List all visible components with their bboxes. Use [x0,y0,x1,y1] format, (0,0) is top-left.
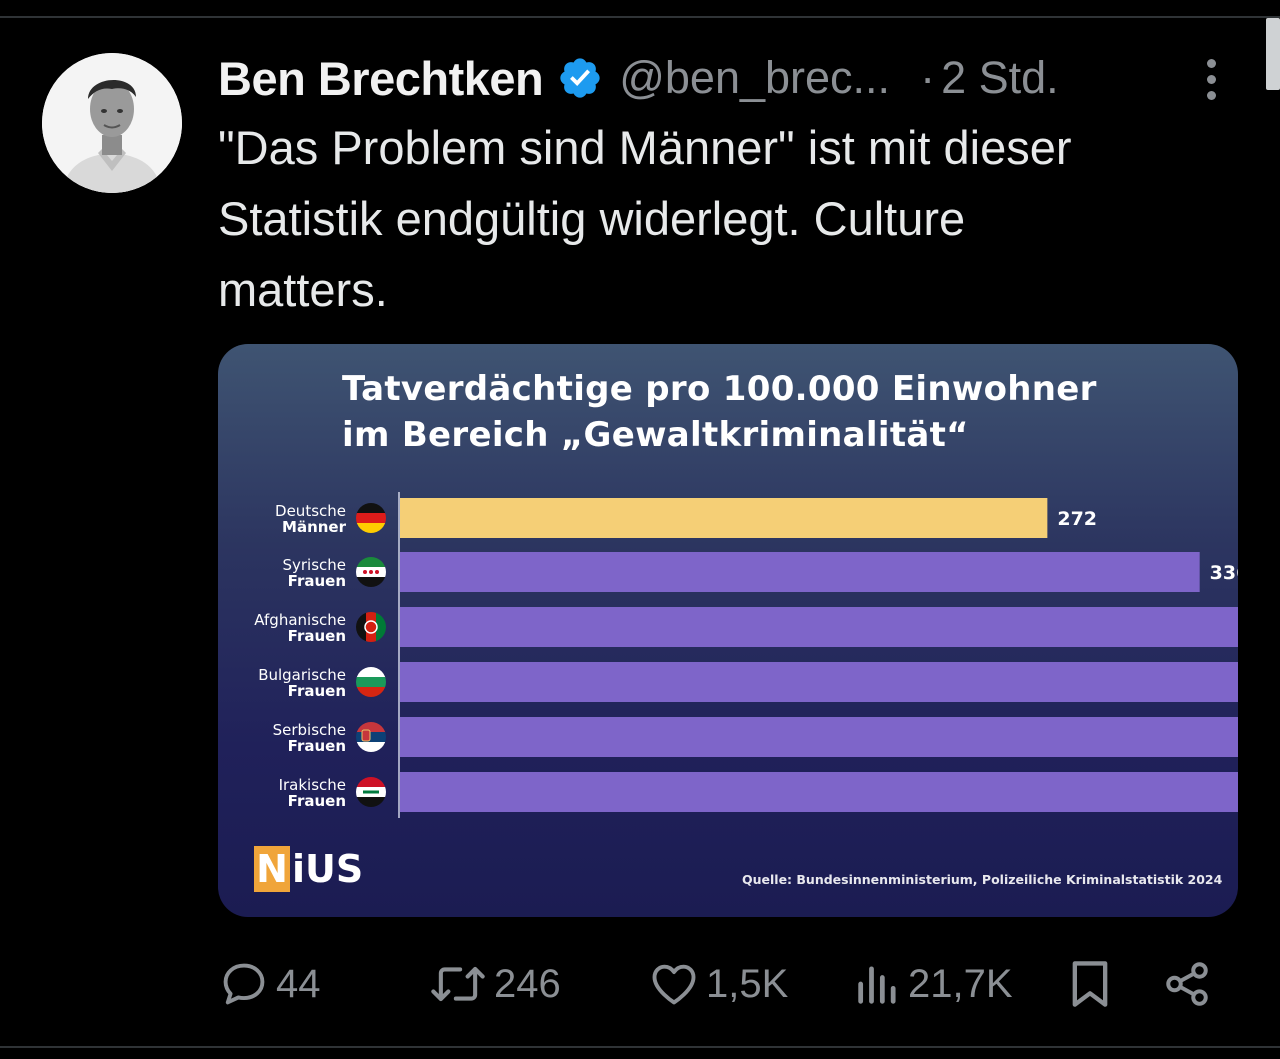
more-options-icon[interactable] [1196,56,1226,106]
timestamp[interactable]: 2 Std. [941,52,1059,103]
category-label: Serbische [273,721,346,739]
heart-icon [652,964,696,1005]
repost-button[interactable]: 246 [428,954,561,1014]
chart-title: Tatverdächtige pro 100.000 Einwohner im … [342,366,1202,458]
logo-letter: N [254,846,290,892]
repost-icon [431,966,485,1002]
author-handle[interactable]: @ben_brec... [619,52,891,103]
bar-value-label: 272 [1057,508,1097,530]
top-divider [0,16,1280,18]
iraq-flag [356,777,386,807]
verified-badge-icon [557,55,603,101]
afghanistan-flag [356,612,386,642]
category-label: Syrische [282,556,346,574]
bar-1 [400,552,1200,592]
category-label: Frauen [288,627,346,645]
action-bar: 44 246 1,5K 21,7K [218,954,1228,1014]
chart-title-line: im Bereich „Gewaltkriminalität“ [342,415,969,455]
like-button[interactable]: 1,5K [648,954,788,1014]
tweet-text-line: Statistik endgültig widerlegt. Culture [218,192,966,245]
avatar[interactable] [42,53,182,193]
bar-0 [400,498,1048,538]
chart-source: Quelle: Bundesinnenministerium, Polizeil… [742,872,1223,887]
category-label: Frauen [288,737,346,755]
views-count: 21,7K [908,961,1013,1006]
bar-value-label: 336 [1210,562,1238,584]
bottom-divider [0,1046,1280,1048]
bulgaria-flag [356,667,386,697]
tweet-header: Ben Brechtken @ben_brec... · 2 Std. [218,48,1059,108]
serbia-flag [356,722,386,752]
bar-2 [400,607,1238,647]
reply-icon [223,963,265,1005]
separator-dot: · [920,52,936,103]
bookmark-icon [1072,961,1108,1007]
media-image[interactable]: Tatverdächtige pro 100.000 Einwohner im … [218,344,1238,917]
logo-text: iUS [292,847,364,891]
syria-flag [356,557,386,587]
category-label: Frauen [288,572,346,590]
views-button[interactable]: 21,7K [854,954,1013,1014]
reply-count: 44 [276,961,321,1006]
category-label: Männer [282,518,347,536]
views-chart-icon [858,966,896,1004]
chart-title-line: Tatverdächtige pro 100.000 Einwohner [342,369,1097,409]
share-button[interactable] [1162,954,1212,1014]
share-icon [1166,962,1208,1006]
avatar-photo [42,53,182,193]
germany-flag [356,503,386,533]
category-label: Afghanische [254,611,346,629]
nius-logo: N iUS [254,846,363,892]
bar-4 [400,717,1238,757]
category-label: Frauen [288,682,346,700]
tweet-text: "Das Problem sind Männer" ist mit dieser… [218,112,1238,325]
tweet-text-line: "Das Problem sind Männer" ist mit dieser [218,121,1072,174]
category-label: Irakische [279,776,346,794]
scrollbar[interactable] [1266,18,1280,90]
bar-5 [400,772,1238,812]
reply-button[interactable]: 44 [218,954,321,1014]
repost-count: 246 [494,961,561,1006]
category-label: Bulgarische [258,666,346,684]
author-name[interactable]: Ben Brechtken [218,51,544,105]
bookmark-button[interactable] [1068,954,1112,1014]
like-count: 1,5K [706,961,789,1006]
bar-3 [400,662,1238,702]
category-label: Deutsche [275,502,346,520]
bar-chart: 272DeutscheMänner336SyrischeFrauen356Afg… [254,492,1238,818]
category-label: Frauen [288,792,346,810]
tweet-text-line: matters. [218,263,388,316]
